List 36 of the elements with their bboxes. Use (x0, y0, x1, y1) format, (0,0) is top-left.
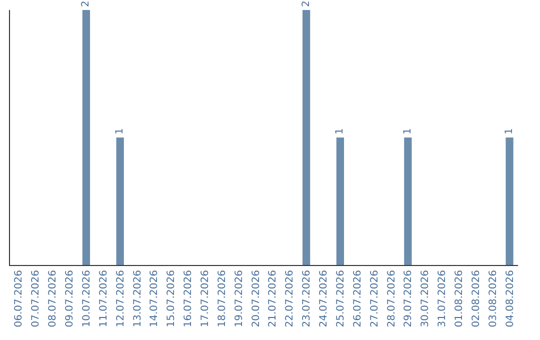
x-tick-label: 06.07.2026 (14, 270, 25, 328)
x-tick-label: 23.07.2026 (302, 270, 313, 328)
x-tick-label: 18.07.2026 (216, 270, 228, 328)
x-tick-label: 31.07.2026 (437, 270, 448, 328)
x-tick-label: 08.07.2026 (48, 270, 59, 328)
data-label: 1 (402, 128, 414, 134)
x-tick-label: 02.08.2026 (470, 270, 482, 328)
x-tick-label: 13.07.2026 (132, 270, 144, 328)
x-tick-label: 15.07.2026 (166, 270, 178, 328)
x-tick-label: 27.07.2026 (369, 270, 380, 328)
x-tick-label: 19.07.2026 (234, 270, 245, 328)
data-label: 2 (300, 0, 312, 7)
x-tick-label: 04.08.2026 (504, 270, 516, 328)
x-tick-label: 22.07.2026 (284, 270, 296, 328)
data-label: 1 (334, 128, 346, 134)
x-tick-label: 10.07.2026 (81, 270, 92, 328)
x-tick-label: 21.07.2026 (268, 270, 279, 328)
x-tick-label: 07.07.2026 (30, 270, 42, 328)
data-label: 1 (504, 128, 516, 134)
x-tick-label: 16.07.2026 (183, 270, 194, 328)
x-tick-label: 12.07.2026 (115, 270, 126, 328)
data-label: 2 (80, 0, 92, 7)
x-tick-label: 11.07.2026 (98, 270, 110, 328)
x-tick-label: 03.08.2026 (488, 270, 499, 328)
x-tick-label: 29.07.2026 (403, 270, 414, 328)
x-tick-label: 26.07.2026 (352, 270, 364, 328)
x-tick-label: 17.07.2026 (200, 270, 211, 328)
x-tick-label: 09.07.2026 (64, 270, 76, 328)
x-tick-label: 14.07.2026 (149, 270, 160, 328)
x-tick-label: 30.07.2026 (420, 270, 432, 328)
x-tick-label: 28.07.2026 (386, 270, 398, 328)
x-tick-label: 24.07.2026 (318, 270, 330, 328)
x-tick-label: 25.07.2026 (335, 270, 346, 328)
x-tick-label: 01.08.2026 (454, 270, 465, 328)
x-tick-label: 20.07.2026 (250, 270, 262, 328)
data-label: 1 (114, 128, 126, 134)
